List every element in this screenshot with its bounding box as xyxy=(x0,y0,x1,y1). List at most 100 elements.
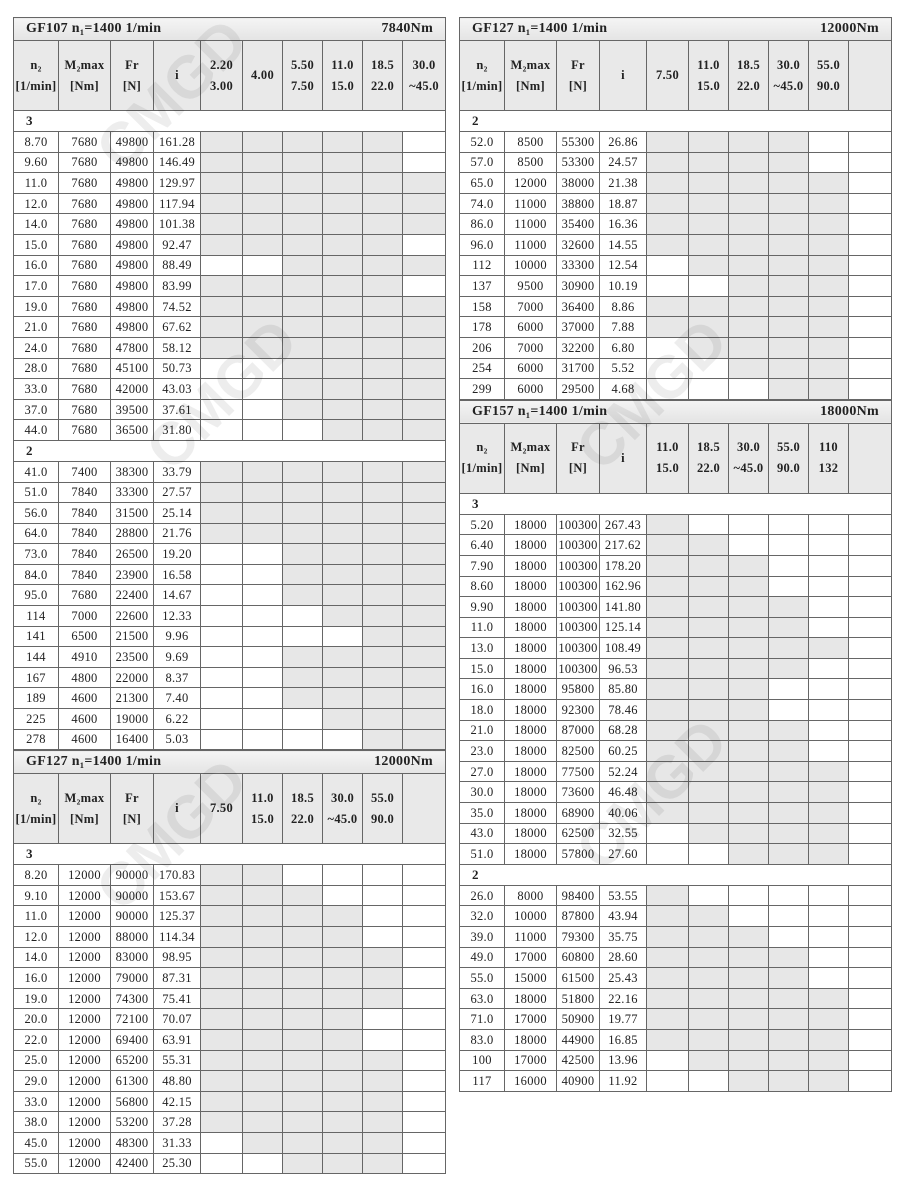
header-unit: [N] xyxy=(122,811,142,826)
availability-cell-empty xyxy=(688,275,729,297)
cell-ratio: 4.68 xyxy=(599,378,647,400)
availability-cell-available xyxy=(362,481,403,504)
availability-cell-empty xyxy=(848,316,892,338)
availability-cell-empty xyxy=(362,1028,403,1051)
availability-cell-available xyxy=(808,378,849,400)
availability-cell-empty xyxy=(848,781,892,804)
table-title-row: GF127 n₁=1400 1/min 12000Nm xyxy=(459,17,892,41)
availability-cell-available xyxy=(322,419,363,441)
header-power-kw: 5.50 7.50 xyxy=(282,40,323,111)
cell-n2: 41.0 xyxy=(13,460,59,483)
table-title-row: GF157 n₁=1400 1/min 18000Nm xyxy=(459,399,892,424)
cell-fr: 61500 xyxy=(556,967,600,989)
availability-cell-available xyxy=(646,596,689,618)
cell-n2: 86.0 xyxy=(459,213,505,235)
cell-ratio: 96.53 xyxy=(599,657,647,680)
availability-cell-empty xyxy=(768,513,809,536)
power-value: 15.0 xyxy=(696,78,721,93)
availability-cell-available xyxy=(401,605,447,627)
cell-fr: 65200 xyxy=(110,1049,154,1072)
power-value: 11.0 xyxy=(656,440,679,455)
availability-cell-available xyxy=(200,213,243,235)
availability-cell-available xyxy=(728,357,769,380)
cell-m2max: 11000 xyxy=(504,926,557,948)
availability-cell-empty xyxy=(848,534,892,556)
availability-cell-available xyxy=(362,946,403,969)
cell-n2: 19.0 xyxy=(13,987,59,1010)
table-row: 84.0 7840 23900 16.58 xyxy=(13,563,447,586)
cell-fr: 22400 xyxy=(110,584,154,607)
cell-ratio: 43.03 xyxy=(153,378,201,400)
cell-ratio: 24.57 xyxy=(599,151,647,174)
cell-fr: 100300 xyxy=(556,596,600,618)
availability-cell-available xyxy=(242,967,283,989)
availability-cell-available xyxy=(200,502,243,524)
availability-cell-available xyxy=(242,522,283,545)
availability-cell-available xyxy=(282,1028,323,1051)
header-power-kw: 4.00 xyxy=(242,40,283,111)
availability-cell-available xyxy=(768,213,809,235)
cell-n2: 137 xyxy=(459,275,505,297)
table-row: 55.0 12000 42400 25.30 xyxy=(13,1152,446,1175)
cell-n2: 6.40 xyxy=(459,534,505,556)
stage-label: 2 xyxy=(459,863,892,886)
availability-cell-empty xyxy=(848,275,892,297)
availability-cell-empty xyxy=(646,336,689,359)
table-title-cell: GF127 n₁=1400 1/min 12000Nm xyxy=(13,750,446,775)
availability-cell-available xyxy=(362,275,403,297)
cell-ratio: 37.61 xyxy=(153,398,201,421)
availability-cell-available xyxy=(728,657,769,680)
availability-cell-available xyxy=(322,378,363,400)
power-value: 30.0 xyxy=(776,57,801,72)
power-value: 22.0 xyxy=(696,461,721,476)
availability-cell-available xyxy=(688,295,729,318)
cell-fr: 28800 xyxy=(110,522,154,545)
availability-cell-empty xyxy=(242,563,283,586)
availability-cell-available xyxy=(688,596,729,618)
table-row: 52.0 8500 55300 26.86 xyxy=(459,131,892,153)
availability-cell-available xyxy=(282,687,323,710)
availability-cell-available xyxy=(728,967,769,989)
cell-ratio: 83.99 xyxy=(153,275,201,297)
availability-cell-available xyxy=(200,1070,243,1092)
cell-ratio: 27.57 xyxy=(153,481,201,504)
availability-cell-available xyxy=(362,295,403,318)
cell-n2: 29.0 xyxy=(13,1070,59,1092)
table-row: 56.0 7840 31500 25.14 xyxy=(13,502,447,524)
availability-cell-available xyxy=(362,708,403,730)
availability-cell-available xyxy=(768,151,809,174)
availability-cell-available xyxy=(322,967,363,989)
availability-cell-available xyxy=(322,1028,363,1051)
availability-cell-available xyxy=(768,596,809,618)
availability-cell-available xyxy=(362,419,403,441)
cell-ratio: 25.14 xyxy=(153,502,201,524)
cell-fr: 73600 xyxy=(556,781,600,804)
availability-cell-available xyxy=(688,926,729,948)
availability-cell-available xyxy=(688,678,729,701)
header-fr: Fr [N] xyxy=(556,422,600,494)
availability-cell-empty xyxy=(242,398,283,421)
availability-cell-available xyxy=(322,1111,363,1133)
cell-m2max: 12000 xyxy=(58,926,111,948)
availability-cell-available xyxy=(242,1049,283,1072)
cell-ratio: 85.80 xyxy=(599,678,647,701)
cell-fr: 33300 xyxy=(110,481,154,504)
cell-fr: 49800 xyxy=(110,131,154,153)
table-row: 27.0 18000 77500 52.24 xyxy=(459,760,892,783)
availability-cell-empty xyxy=(322,864,363,886)
cell-m2max: 8000 xyxy=(504,884,557,907)
table-row: 41.0 7400 38300 33.79 xyxy=(13,460,447,483)
availability-cell-empty xyxy=(848,172,892,194)
header-power-kw: 7.50 xyxy=(200,773,243,845)
availability-cell-available xyxy=(200,864,243,886)
table-row: 21.0 7680 49800 67.62 xyxy=(13,316,447,338)
availability-cell-empty xyxy=(808,513,849,536)
availability-cell-empty xyxy=(808,719,849,742)
table-row: 49.0 17000 60800 28.60 xyxy=(459,946,892,969)
availability-cell-empty xyxy=(322,625,363,648)
availability-cell-available xyxy=(768,295,809,318)
cell-n2: 24.0 xyxy=(13,336,59,359)
availability-cell-available xyxy=(728,1028,769,1051)
availability-cell-empty xyxy=(401,151,447,174)
cell-fr: 57800 xyxy=(556,843,600,865)
